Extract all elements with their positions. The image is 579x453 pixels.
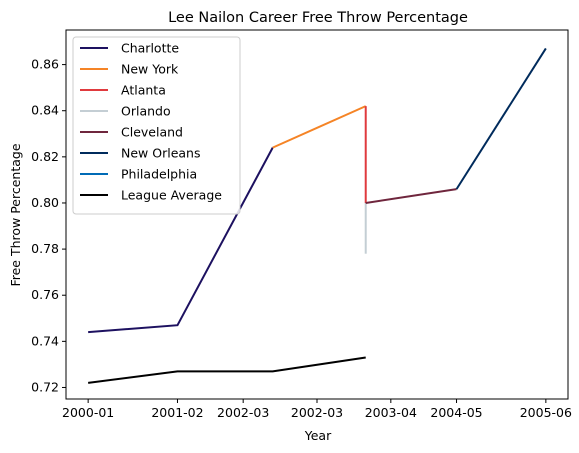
y-tick-label: 0.80	[31, 195, 59, 210]
y-tick-label: 0.86	[31, 57, 59, 72]
legend-label-cleveland: Cleveland	[121, 125, 183, 140]
legend-label-atlanta: Atlanta	[121, 83, 166, 98]
series-line-charlotte	[88, 147, 274, 334]
legend-label-orlando: Orlando	[121, 104, 171, 119]
x-tick-label: 2001-02	[151, 405, 203, 420]
series-lines	[88, 47, 547, 384]
x-tick-label: 2002-03	[217, 405, 269, 420]
x-axis-label: Year	[304, 428, 332, 443]
x-tick-label: 2002-03	[291, 405, 343, 420]
x-tick-label: 2005-06	[520, 405, 572, 420]
y-tick-label: 0.82	[31, 149, 59, 164]
series-line-cleveland	[365, 188, 457, 204]
legend-label-new-york: New York	[121, 62, 179, 77]
series-line-league-average	[88, 356, 366, 384]
y-axis-ticks: 0.72 0.74 0.76 0.78 0.80 0.82 0.84 0.86	[31, 57, 66, 394]
legend-box	[72, 36, 241, 215]
legend-label-philadelphia: Philadelphia	[121, 167, 197, 182]
legend-label-charlotte: Charlotte	[121, 41, 179, 56]
y-tick-label: 0.76	[31, 287, 59, 302]
y-tick-label: 0.72	[31, 379, 59, 394]
y-tick-label: 0.78	[31, 241, 59, 256]
y-tick-label: 0.74	[31, 333, 59, 348]
legend-label-league-average: League Average	[121, 188, 222, 203]
y-axis-label: Free Throw Percentage	[8, 143, 23, 286]
series-line-new-york	[272, 105, 367, 149]
series-line-new-orleans	[455, 47, 547, 190]
y-tick-label: 0.84	[31, 103, 59, 118]
legend-label-new-orleans: New Orleans	[121, 146, 200, 161]
x-tick-label: 2000-01	[62, 405, 114, 420]
x-tick-label: 2003-04	[365, 405, 417, 420]
x-axis-ticks: 2000-01 2001-02 2002-03 2002-03 2003-04 2004-…	[62, 399, 572, 420]
legend: Charlotte New York Atlanta Orlando Cleveland…	[72, 36, 241, 215]
chart-title: Lee Nailon Career Free Throw Percentage	[168, 10, 468, 26]
x-tick-label: 2004-05	[430, 405, 482, 420]
